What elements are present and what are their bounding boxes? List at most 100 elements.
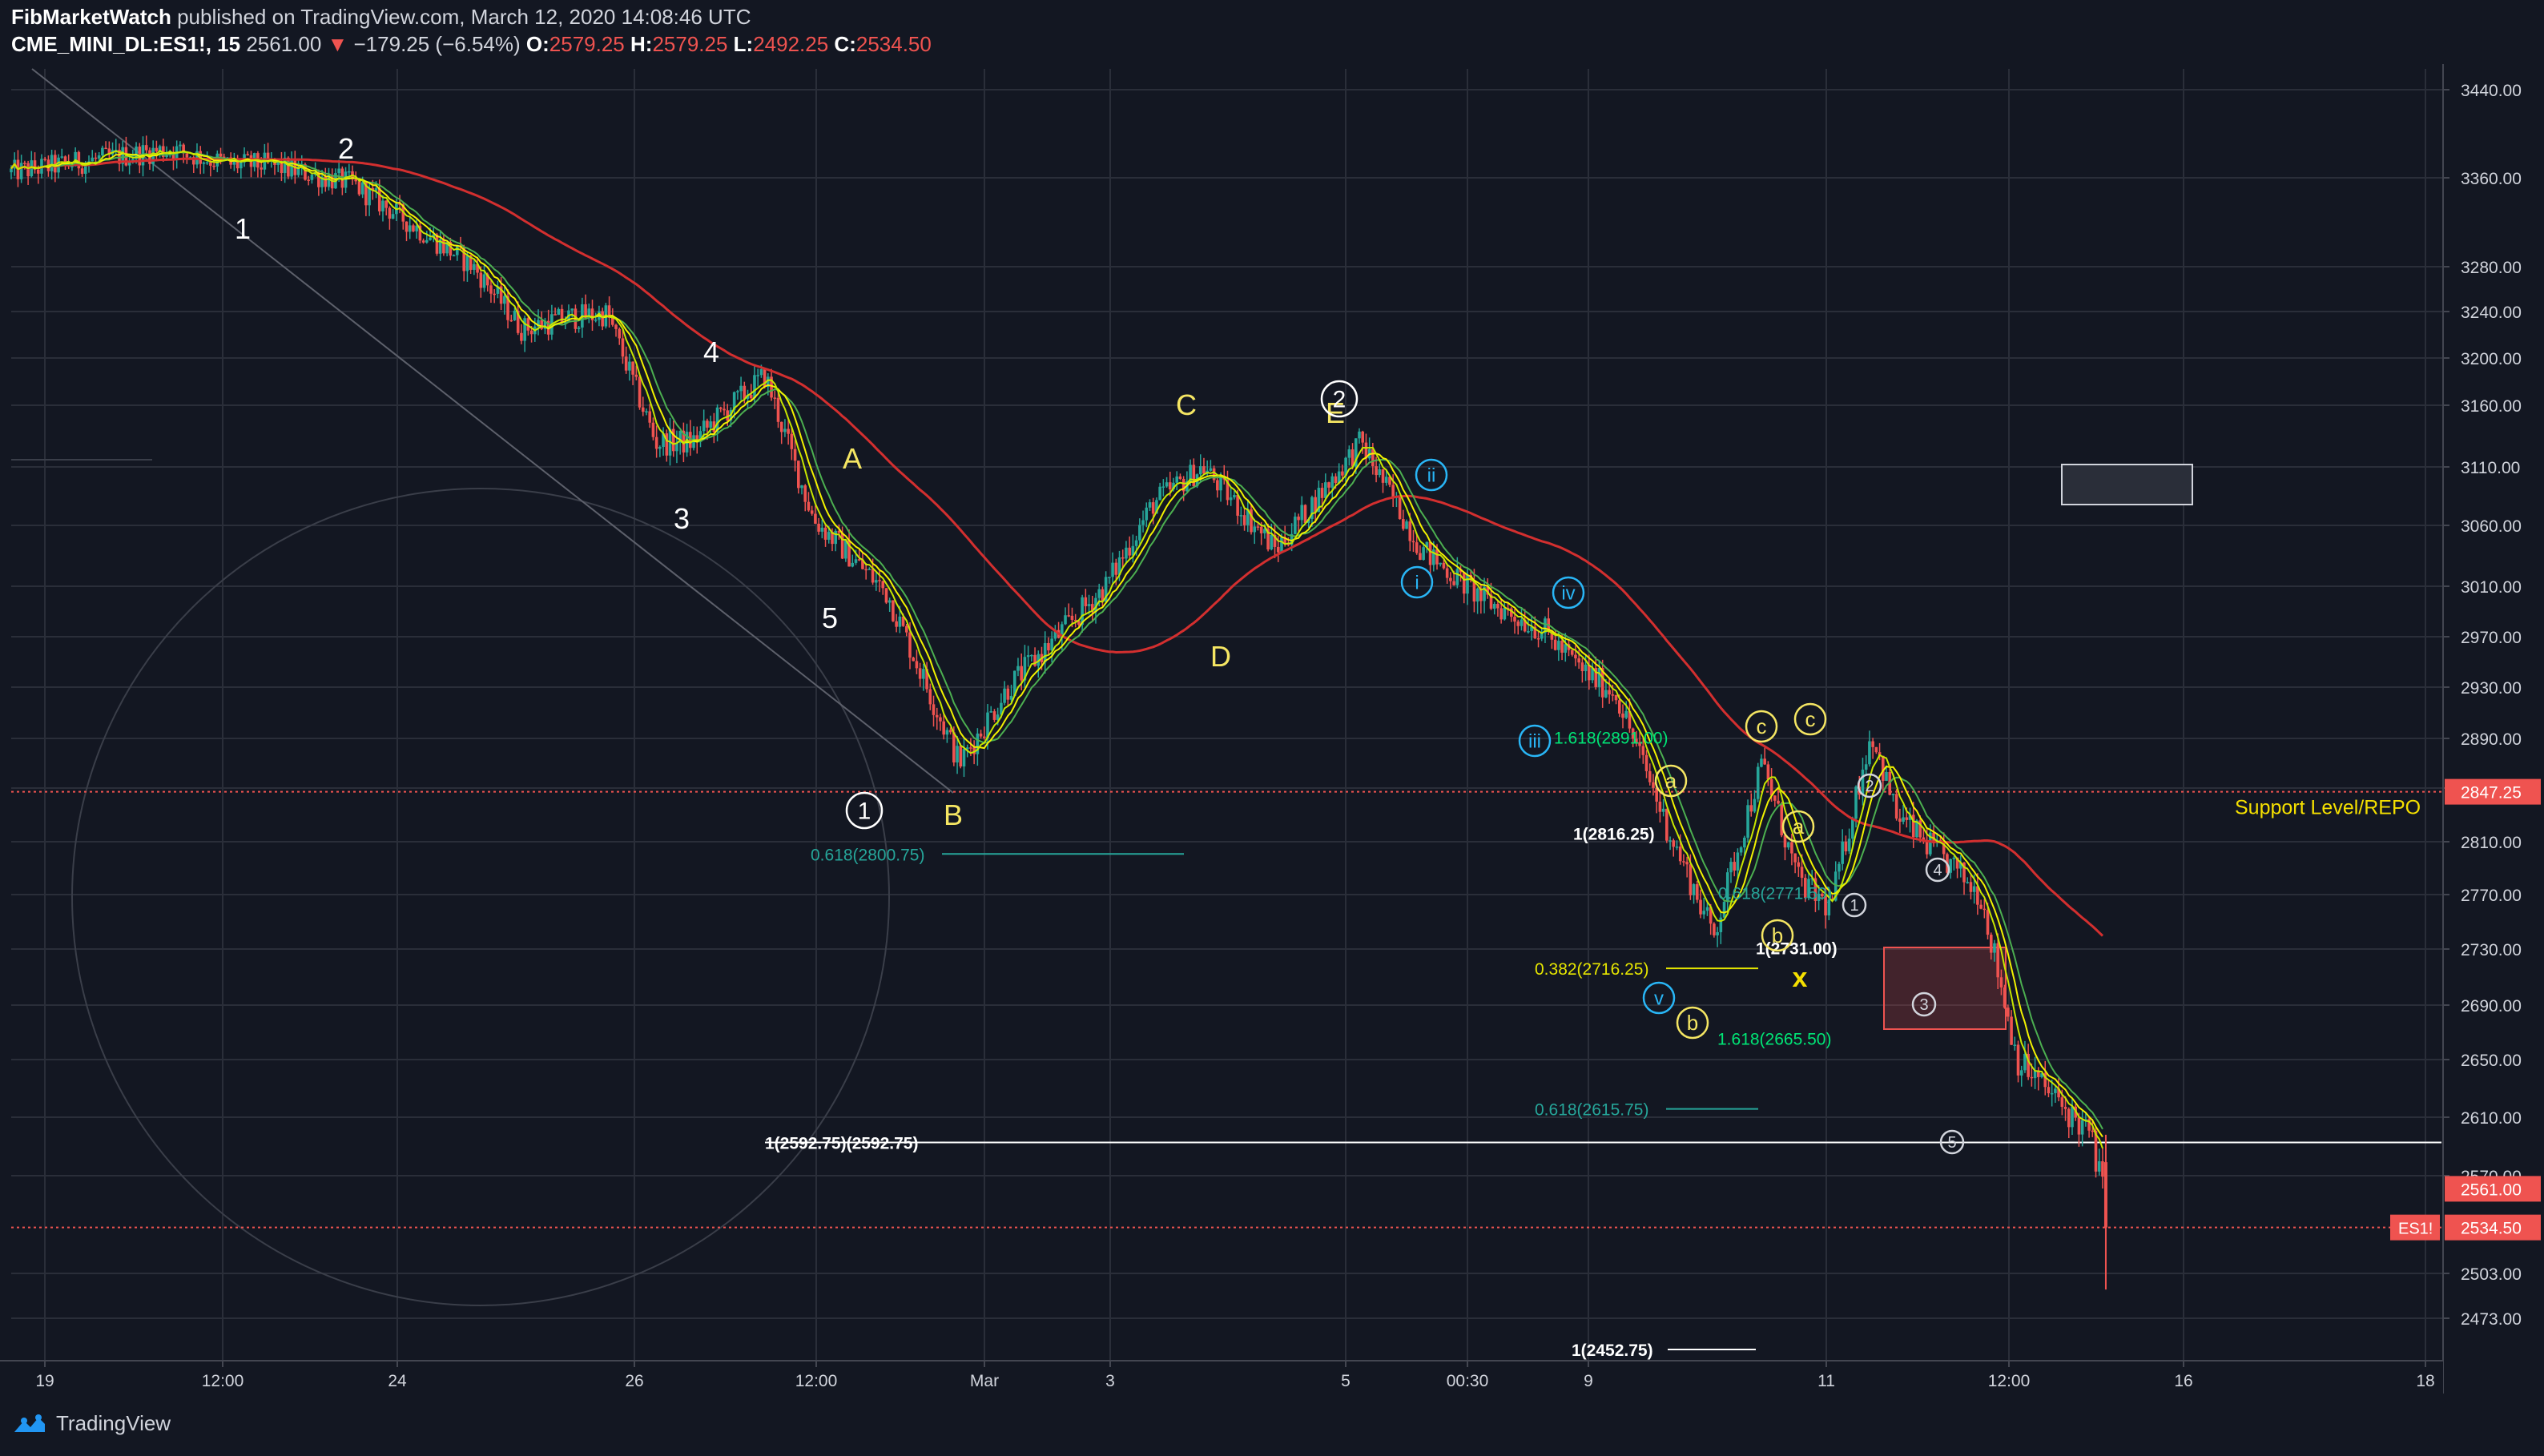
candle-body xyxy=(1739,847,1743,853)
candle-body xyxy=(948,730,952,733)
candle-body xyxy=(1813,878,1817,901)
wave-label-circle xyxy=(1676,1006,1709,1040)
candle-body xyxy=(1492,603,1496,609)
candle-body xyxy=(1868,741,1871,765)
candle-body xyxy=(753,375,756,399)
candle-body xyxy=(2037,1071,2040,1077)
candle-body xyxy=(2016,1044,2020,1076)
candle-body xyxy=(1668,840,1672,842)
candle-body xyxy=(63,156,67,163)
price-change: −179.25 (−6.54%) xyxy=(353,32,521,56)
candle-body xyxy=(1588,664,1591,681)
candle-body xyxy=(1685,862,1689,865)
candle-body xyxy=(144,145,148,151)
candle-body xyxy=(509,320,513,322)
candle-body xyxy=(1891,794,1895,795)
candle-body xyxy=(1233,495,1236,498)
candle-body xyxy=(391,214,395,219)
candle-body xyxy=(240,162,243,169)
candle-body xyxy=(1604,690,1608,698)
symbol-name[interactable]: CME_MINI_DL:ES1!, 15 xyxy=(11,32,241,56)
candle-body xyxy=(759,368,763,376)
candle-body xyxy=(1198,466,1202,475)
candle-body xyxy=(77,151,81,169)
candle-body xyxy=(698,431,702,442)
candle-body xyxy=(1280,537,1283,553)
symbol-tag-label: ES1! xyxy=(2398,1221,2433,1238)
fib-circle xyxy=(71,488,890,1306)
candle-body xyxy=(756,375,759,376)
candle-body xyxy=(327,175,331,187)
candle-body xyxy=(1459,569,1463,573)
candle-body xyxy=(438,239,442,254)
candle-body xyxy=(1405,521,1408,529)
wave-label: B xyxy=(944,798,963,831)
candle-body xyxy=(1821,893,1824,897)
candle-body xyxy=(469,255,473,270)
candle-body xyxy=(2010,1016,2013,1045)
candle-body xyxy=(1209,468,1213,471)
candle-body xyxy=(489,285,493,294)
red-zone-box xyxy=(1883,947,2007,1030)
price-tick-label: 3280.00 xyxy=(2461,259,2522,277)
candle-body xyxy=(982,736,986,738)
candle-body xyxy=(1955,857,1959,869)
price-axis[interactable]: 3440.00 3360.00 3280.00 3240.00 3200.00 3160.… xyxy=(2390,64,2544,1394)
author-name[interactable]: FibMarketWatch xyxy=(11,5,171,29)
price-tick-label: 2770.00 xyxy=(2461,887,2522,905)
candle-body xyxy=(739,385,743,392)
candle-body xyxy=(23,163,26,164)
candle-body xyxy=(1466,574,1469,594)
candle-body xyxy=(1594,668,1598,687)
candle-body xyxy=(415,225,418,231)
candle-body xyxy=(344,171,348,188)
candle-body xyxy=(1327,482,1330,488)
wave-label: 1 xyxy=(1850,897,1858,915)
candle-body xyxy=(425,239,429,243)
candle-body xyxy=(1330,476,1334,488)
candle-body xyxy=(749,394,753,399)
candle-body xyxy=(1324,482,1327,498)
time-axis-bg xyxy=(0,1360,2443,1394)
candle-body xyxy=(945,730,949,735)
candle-body xyxy=(1611,694,1615,696)
candle-body xyxy=(246,154,250,155)
candle-body xyxy=(179,144,182,147)
price-tag-bg xyxy=(2445,1214,2541,1241)
candle-body xyxy=(1966,882,1970,883)
candle-body xyxy=(1320,488,1324,498)
candle-body xyxy=(1580,662,1584,672)
candle-body xyxy=(654,436,658,449)
wave-label: 1 xyxy=(235,212,251,245)
candle-body xyxy=(1364,442,1368,459)
candle-body xyxy=(1719,917,1723,932)
candle-body xyxy=(1012,670,1016,696)
candle-body xyxy=(135,147,138,159)
candle-body xyxy=(1391,485,1395,498)
tradingview-logo[interactable]: TradingView xyxy=(11,1411,171,1436)
candle-body xyxy=(1905,817,1909,820)
candle-body xyxy=(171,152,175,160)
candle-body xyxy=(1455,569,1459,585)
candle-body xyxy=(1161,486,1165,488)
candle-body xyxy=(587,308,591,319)
candle-body xyxy=(1635,738,1638,742)
candle-body xyxy=(54,155,57,173)
time-axis[interactable]: 19 12:00 24 26 12:00 Mar 3 5 00:30 9 11 12:00 16 18 xyxy=(0,1360,2443,1394)
candle-body xyxy=(1239,515,1243,517)
candle-body xyxy=(658,446,662,449)
candle-body xyxy=(1108,577,1111,578)
candle-body xyxy=(884,588,888,603)
candle-body xyxy=(1807,879,1810,899)
candle-body xyxy=(1584,664,1588,672)
candle-body xyxy=(1276,546,1280,553)
candle-body xyxy=(83,163,87,175)
price-tick-label: 3160.00 xyxy=(2461,397,2522,416)
candle-body xyxy=(465,255,469,271)
candle-body xyxy=(523,318,526,341)
candle-body xyxy=(1489,594,1493,609)
candle-body xyxy=(810,510,814,514)
